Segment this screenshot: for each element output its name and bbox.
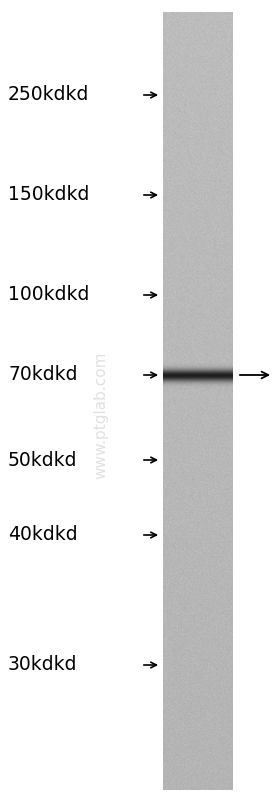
Text: 50kdkd: 50kdkd — [8, 451, 78, 470]
Text: 250kdkd: 250kdkd — [8, 85, 89, 105]
Text: 40kdkd: 40kdkd — [8, 526, 78, 544]
Text: 70kdkd: 70kdkd — [8, 365, 78, 384]
Text: www.ptglab.com: www.ptglab.com — [93, 352, 108, 479]
Text: 150kdkd: 150kdkd — [8, 185, 89, 205]
Text: 100kdkd: 100kdkd — [8, 285, 89, 304]
Text: 30kdkd: 30kdkd — [8, 655, 78, 674]
